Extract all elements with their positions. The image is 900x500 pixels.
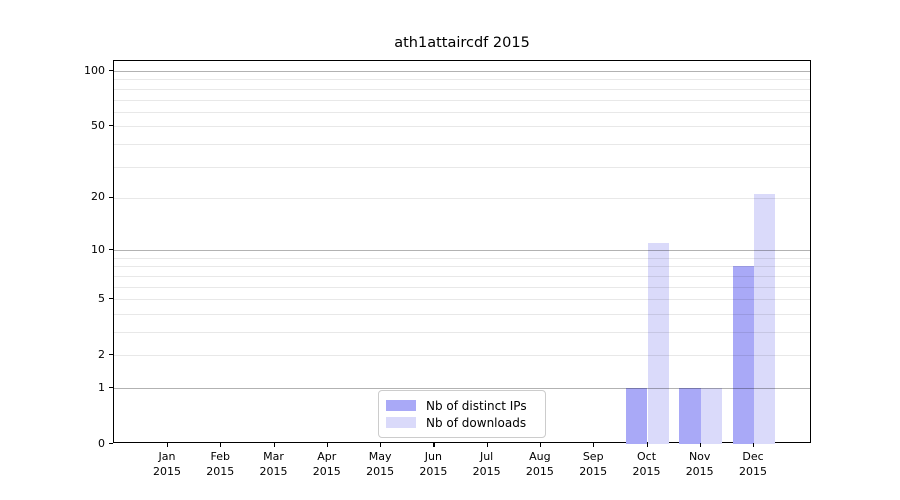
bar-downloads-dec — [754, 194, 776, 444]
y-tick-label-20: 20 — [91, 190, 105, 204]
x-tick-label-jun: Jun 2015 — [419, 450, 448, 478]
y-tick-label-10: 10 — [91, 242, 105, 256]
x-tick-mark-jun — [433, 443, 435, 447]
bar-distinct-ips-dec — [732, 266, 754, 444]
y-tick-mark-20 — [109, 196, 113, 199]
legend: Nb of distinct IPs Nb of downloads — [378, 390, 546, 438]
legend-label-downloads: Nb of downloads — [426, 415, 527, 430]
y-tick-label-5: 5 — [98, 291, 105, 305]
y-tick-mark-2 — [109, 354, 113, 356]
gridline-y-40 — [114, 143, 810, 145]
legend-swatch-downloads — [386, 417, 416, 428]
y-tick-label-2: 2 — [98, 347, 105, 361]
y-tick-mark-0 — [109, 443, 113, 445]
y-tick-mark-5 — [109, 298, 113, 300]
x-tick-mark-sep — [593, 443, 595, 447]
gridline-y-50 — [114, 126, 810, 128]
legend-label-distinct-ips: Nb of distinct IPs — [426, 398, 527, 413]
y-tick-label-50: 50 — [91, 118, 105, 132]
gridline-y-90 — [114, 79, 810, 81]
gridline-y-7 — [114, 275, 810, 277]
x-tick-mark-mar — [273, 443, 275, 447]
x-tick-label-feb: Feb 2015 — [206, 450, 235, 478]
gridline-y-3 — [114, 332, 810, 333]
gridline-y-5 — [114, 299, 810, 301]
x-tick-label-oct: Oct 2015 — [632, 450, 661, 478]
x-tick-label-jan: Jan 2015 — [153, 450, 181, 478]
gridline-y-9 — [114, 257, 810, 259]
gridline-y-8 — [114, 266, 810, 268]
bar-downloads-oct — [647, 243, 669, 444]
plot-area — [113, 60, 811, 444]
bars-layer — [114, 61, 810, 444]
x-tick-mark-apr — [326, 443, 328, 447]
legend-entry-downloads: Nb of downloads — [386, 416, 545, 430]
chart-title: ath1attaircdf 2015 — [394, 35, 530, 51]
gridline-y-4 — [114, 313, 810, 315]
x-tick-label-nov: Nov 2015 — [685, 450, 714, 478]
x-tick-label-mar: Mar 2015 — [259, 450, 288, 478]
gridline-y-100 — [114, 71, 810, 72]
bar-distinct-ips-oct — [626, 388, 648, 444]
y-tick-label-0: 0 — [98, 436, 105, 450]
gridline-y-2 — [114, 355, 810, 357]
x-tick-mark-nov — [699, 443, 701, 447]
y-tick-mark-1 — [109, 387, 113, 389]
x-tick-label-apr: Apr 2015 — [312, 450, 341, 478]
x-tick-mark-oct — [646, 443, 648, 447]
gridline-y-20 — [114, 197, 810, 199]
x-tick-label-sep: Sep 2015 — [579, 450, 608, 478]
x-tick-mark-aug — [539, 443, 542, 447]
y-tick-mark-50 — [109, 125, 113, 127]
x-tick-mark-feb — [220, 443, 222, 447]
gridline-y-1 — [114, 388, 810, 389]
y-tick-mark-10 — [109, 249, 113, 251]
gridline-y-6 — [114, 286, 810, 288]
legend-swatch-distinct-ips — [386, 400, 416, 411]
x-tick-mark-may — [380, 443, 382, 447]
x-tick-mark-jul — [486, 443, 488, 447]
x-tick-mark-dec — [753, 443, 755, 447]
y-tick-label-100: 100 — [84, 63, 105, 77]
y-tick-mark-100 — [109, 70, 113, 72]
gridline-y-70 — [114, 99, 810, 101]
bar-distinct-ips-nov — [679, 388, 701, 444]
legend-entry-distinct-ips: Nb of distinct IPs — [386, 399, 545, 413]
x-tick-label-jul: Jul 2015 — [472, 450, 501, 478]
gridline-y-30 — [114, 166, 810, 168]
gridline-y-10 — [114, 250, 810, 252]
x-tick-label-dec: Dec 2015 — [739, 450, 767, 478]
x-tick-label-aug: Aug 2015 — [525, 450, 554, 478]
gridline-y-80 — [114, 88, 810, 90]
y-tick-label-1: 1 — [98, 380, 105, 394]
x-tick-mark-jan — [167, 443, 169, 447]
x-tick-label-may: May 2015 — [366, 450, 395, 478]
bar-downloads-nov — [700, 388, 722, 444]
gridlines-layer — [114, 61, 810, 442]
gridline-y-60 — [114, 111, 810, 113]
